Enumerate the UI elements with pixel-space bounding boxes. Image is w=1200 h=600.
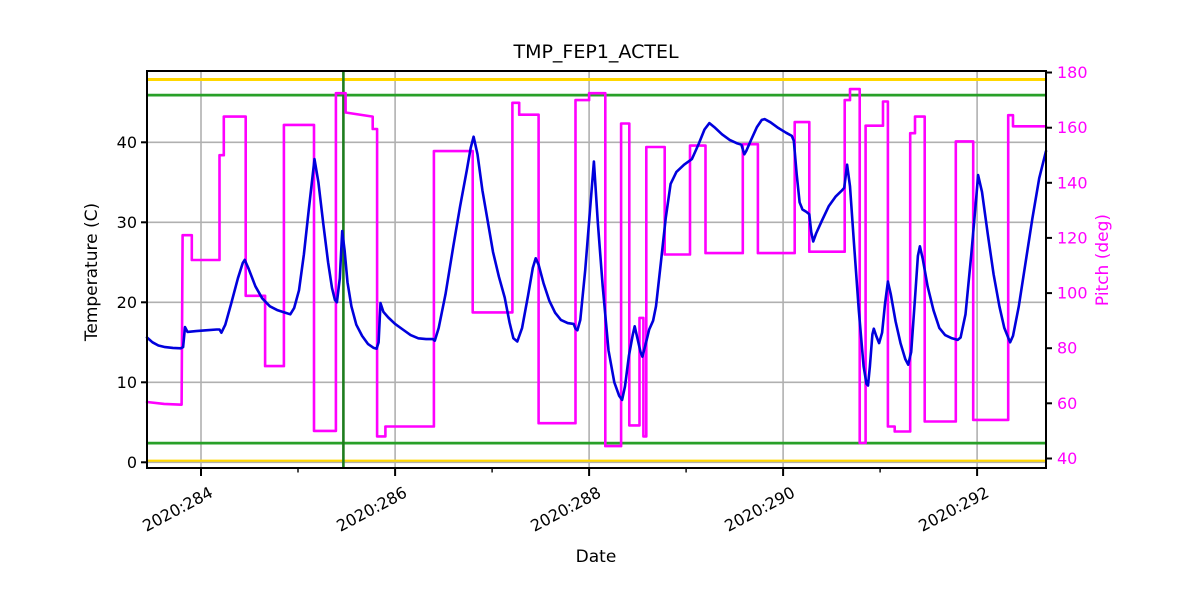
right-y-tick-label: 100: [1057, 284, 1088, 303]
temperature-series-line: [145, 117, 1048, 402]
x-tick-label: 2020:286: [333, 483, 410, 536]
right-y-tick-label: 80: [1057, 339, 1077, 358]
left-y-tick-label: 40: [117, 133, 137, 152]
left-y-tick-label: 10: [117, 373, 137, 392]
right-y-tick-label: 180: [1057, 63, 1088, 82]
x-axis-label: Date: [576, 547, 617, 567]
plot-border: [146, 70, 1047, 469]
right-y-tick-label: 40: [1057, 449, 1077, 468]
right-y-tick-label: 140: [1057, 173, 1088, 192]
left-y-tick-label: 30: [117, 213, 137, 232]
right-y-tick-label: 60: [1057, 394, 1077, 413]
right-y-tick-label: 160: [1057, 118, 1088, 137]
x-tick-label: 2020:290: [721, 483, 798, 536]
series-layer: [145, 87, 1048, 448]
x-tick-label: 2020:288: [527, 483, 604, 536]
chart-title: TMP_FEP1_ACTEL: [512, 41, 678, 63]
pitch-series-line: [145, 87, 1048, 448]
left-y-tick-label: 20: [117, 293, 137, 312]
left-y-axis-label: Temperature (C): [82, 203, 102, 342]
x-tick-label: 2020:292: [915, 483, 992, 536]
x-tick-label: 2020:284: [139, 483, 216, 536]
right-y-axis-label: Pitch (deg): [1093, 214, 1113, 306]
left-y-tick-label: 0: [127, 453, 137, 472]
reference-lines-layer: [147, 71, 1046, 468]
right-y-tick-label: 120: [1057, 228, 1088, 247]
